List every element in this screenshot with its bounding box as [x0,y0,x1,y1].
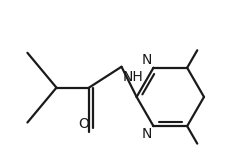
Text: O: O [78,117,89,131]
Text: N: N [141,53,152,67]
Text: N: N [141,127,152,141]
Text: NH: NH [123,70,144,83]
